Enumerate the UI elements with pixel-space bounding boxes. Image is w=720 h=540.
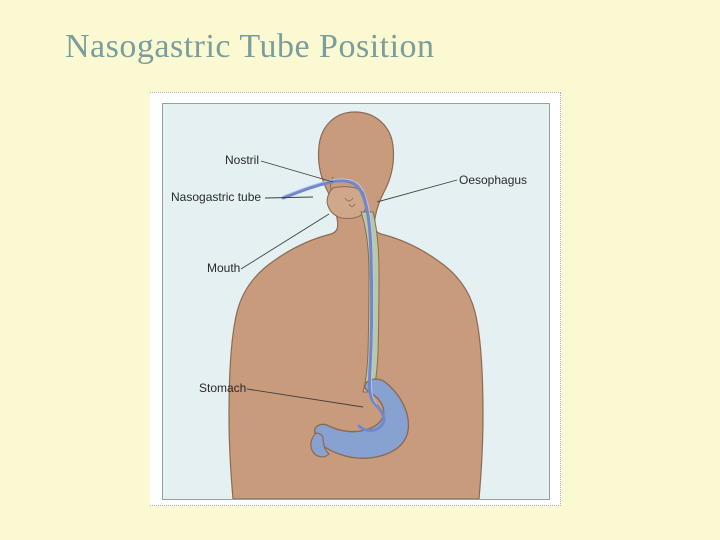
label-mouth: Mouth (207, 261, 240, 275)
leader-ngtube (265, 197, 313, 198)
label-nostril: Nostril (225, 153, 259, 167)
label-stomach: Stomach (199, 381, 246, 395)
figure-container: Nostril Nasogastric tube Mouth Stomach O… (150, 92, 561, 506)
figure-panel: Nostril Nasogastric tube Mouth Stomach O… (162, 103, 550, 500)
leader-oesophagus (377, 180, 457, 202)
anatomy-diagram: Nostril Nasogastric tube Mouth Stomach O… (163, 104, 549, 499)
label-oesophagus: Oesophagus (459, 173, 527, 187)
label-nasogastric-tube: Nasogastric tube (171, 190, 261, 204)
slide-title: Nasogastric Tube Position (65, 28, 435, 66)
